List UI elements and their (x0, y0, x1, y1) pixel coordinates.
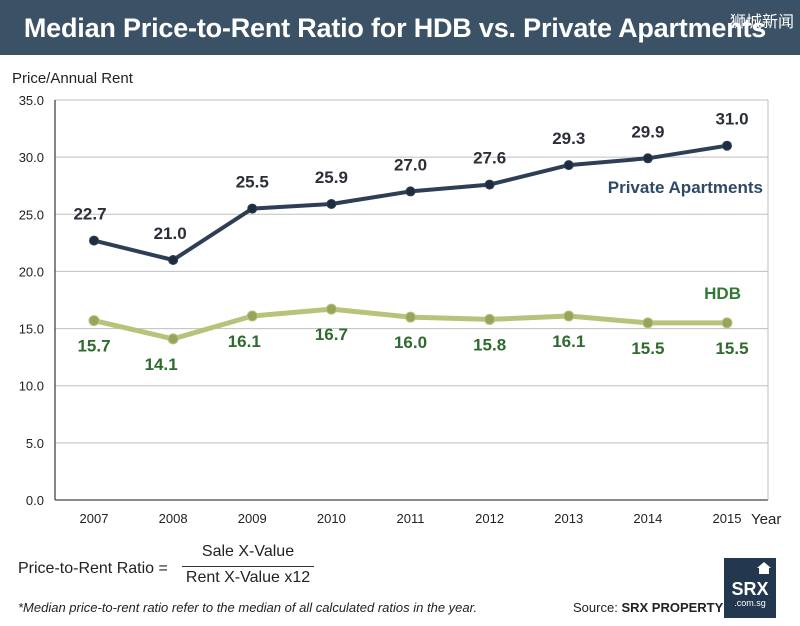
formula-fraction-bar (182, 566, 314, 567)
data-label: 25.9 (315, 168, 348, 187)
data-point (88, 315, 100, 327)
x-tick-label: 2014 (633, 511, 662, 526)
data-label: 27.6 (473, 149, 506, 168)
data-label: 29.3 (552, 129, 585, 148)
data-label: 16.1 (228, 332, 261, 351)
formula-numerator: Sale X-Value (201, 543, 295, 560)
data-point (405, 186, 416, 197)
series-name-private: Private Apartments (608, 178, 763, 197)
data-label: 15.5 (631, 339, 664, 358)
x-tick-label: 2013 (554, 511, 583, 526)
data-point (89, 235, 99, 246)
y-tick-label: 10.0 (19, 379, 44, 394)
x-tick-label: 2007 (80, 511, 109, 526)
y-tick-label: 35.0 (19, 93, 44, 108)
data-point (484, 313, 496, 325)
data-label: 25.5 (236, 173, 269, 192)
logo-text: SRX (731, 579, 769, 599)
title-bar: Median Price-to-Rent Ratio for HDB vs. P… (0, 0, 800, 55)
data-point (405, 311, 416, 323)
y-tick-label: 30.0 (19, 150, 44, 165)
data-point (247, 203, 258, 214)
data-label: 14.1 (145, 355, 178, 374)
data-point (246, 310, 258, 322)
source-prefix: Source: (573, 600, 618, 615)
house-icon (757, 562, 771, 574)
data-point (167, 333, 179, 345)
data-label: 22.7 (73, 205, 106, 224)
data-label: 16.1 (552, 332, 585, 351)
y-tick-label: 15.0 (19, 322, 44, 337)
data-label: 15.8 (473, 335, 506, 354)
y-tick-label: 20.0 (19, 264, 44, 279)
formula-label: Price-to-Rent Ratio = (18, 560, 168, 577)
data-label: 29.9 (631, 122, 664, 141)
data-point (722, 140, 732, 151)
data-point (563, 160, 574, 171)
x-tick-label: 2008 (159, 511, 188, 526)
data-label: 16.7 (315, 325, 348, 344)
data-label: 27.0 (394, 155, 427, 174)
series-name-hdb: HDB (704, 284, 741, 303)
source-name: SRX PROPERTY (621, 600, 724, 615)
data-point (326, 199, 337, 209)
y-axis-label: Price/Annual Rent (12, 70, 133, 87)
source-credit: Source: SRX PROPERTY (573, 600, 723, 615)
x-tick-label: 2009 (238, 511, 267, 526)
data-point (642, 317, 654, 329)
formula-denominator: Rent X-Value x12 (185, 569, 311, 586)
data-label: 31.0 (715, 110, 748, 129)
data-point (563, 310, 575, 322)
footnote: *Median price-to-rent ratio refer to the… (18, 600, 478, 615)
line-chart: 0.0 5.0 10.0 15.0 20.0 25.0 30.0 35.0 2007 2008 20… (19, 93, 782, 528)
srx-logo: SRX .com.sg (724, 558, 776, 618)
data-label: 15.5 (715, 339, 748, 358)
data-point (721, 317, 733, 329)
data-point (642, 153, 653, 164)
x-tick-label: 2011 (397, 511, 425, 526)
data-point (325, 303, 337, 315)
y-tick-label: 25.0 (19, 207, 44, 222)
data-label: 21.0 (154, 224, 187, 243)
data-point (168, 255, 179, 265)
data-point (484, 179, 495, 190)
logo-subtext: .com.sg (734, 598, 766, 608)
chart-title: Median Price-to-Rent Ratio for HDB vs. P… (23, 13, 767, 43)
x-axis-label: Year (751, 511, 781, 528)
y-tick-label: 0.0 (26, 493, 44, 508)
x-tick-label: 2015 (713, 511, 742, 526)
x-tick-label: 2012 (475, 511, 504, 526)
data-label: 16.0 (394, 333, 427, 352)
x-tick-label: 2010 (317, 511, 346, 526)
data-label: 15.7 (77, 337, 110, 356)
y-tick-label: 5.0 (26, 436, 44, 451)
watermark-text: 狮城新闻 (729, 12, 794, 31)
